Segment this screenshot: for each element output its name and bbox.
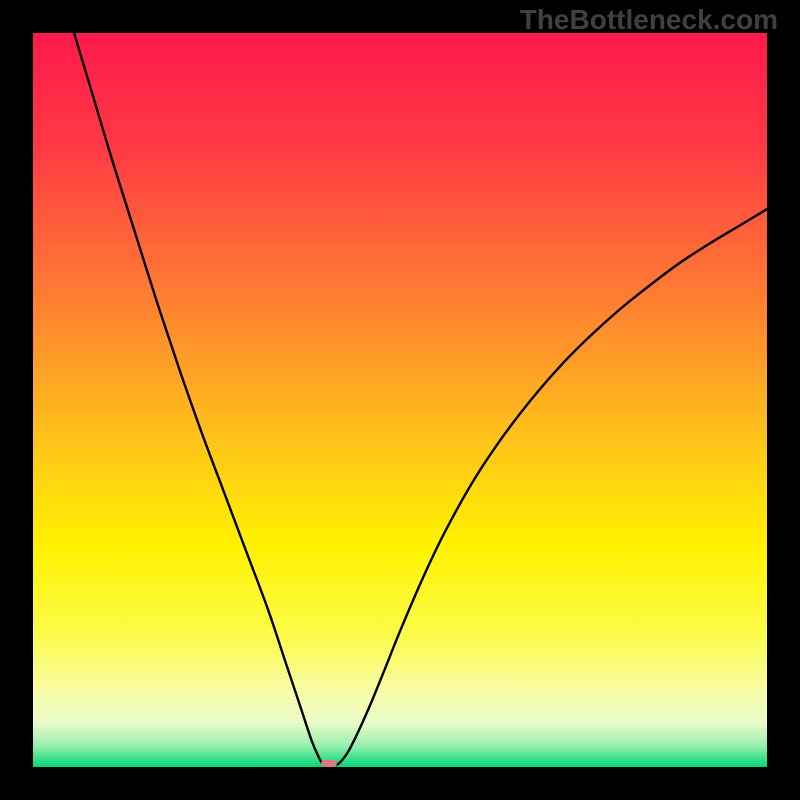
curve-layer xyxy=(33,33,767,767)
optimum-marker xyxy=(321,760,337,767)
plot-area xyxy=(33,33,767,767)
watermark-label: TheBottleneck.com xyxy=(520,4,778,36)
bottleneck-curve xyxy=(74,33,767,766)
